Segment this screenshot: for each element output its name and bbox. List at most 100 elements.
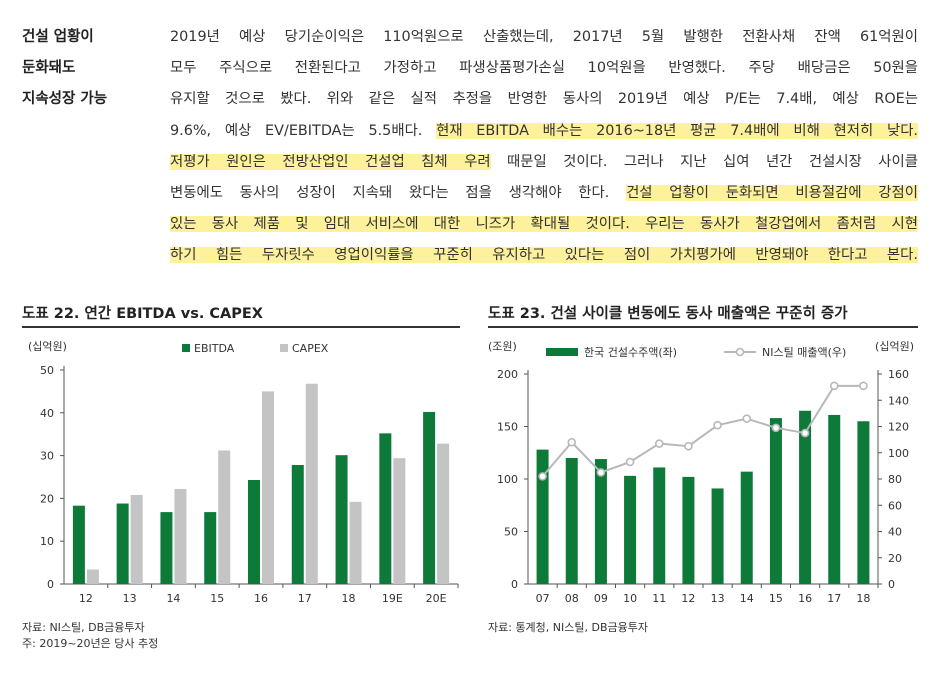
right-tick-label: 100 [888, 447, 909, 460]
sidebar-heading: 건설 업황이 둔화돼도 지속성장 가능 [22, 22, 162, 115]
sales-point [625, 457, 635, 467]
capex-bar [130, 494, 143, 584]
highlighted-text: 건설 업황이 둔화되면 비용절감에 강점이 [626, 184, 918, 201]
capex-bar [174, 488, 187, 584]
construction-orders-bar [536, 449, 549, 584]
right-tick-label: 60 [888, 499, 902, 512]
x-tick-label: 12 [681, 592, 695, 605]
right-tick-label: 120 [888, 421, 909, 434]
paragraph-line: 있는 동사 제품 및 임대 서비스에 대한 니즈가 확대될 것이다. 우리는 동… [170, 209, 918, 240]
source-line: 주: 2019~20년은 당사 추정 [22, 637, 159, 650]
construction-orders-bar [682, 476, 695, 584]
ebitda-bar [248, 479, 260, 584]
legend-label: NI스틸 매출액(우) [762, 346, 846, 359]
right-tick-label: 20 [888, 552, 902, 565]
right-tick-label: 160 [888, 368, 909, 381]
x-tick-label: 18 [856, 592, 870, 605]
sales-point [800, 428, 810, 438]
paragraph-line: 모두 주식으로 전환된다고 가정하고 파생상품평가손실 10억원을 반영했다. … [170, 53, 918, 84]
figure22-chart: (십억원) 0 10 20 30 40 50 12 13 14 15 16 17 18 19E 20E EBIT… [28, 340, 459, 605]
right-tick-label: 0 [888, 578, 895, 591]
paragraph-text: 2019년 예상 당기순이익은 110억원으로 산출했는데, 2017년 5월 … [170, 29, 918, 45]
legend-marker [735, 347, 745, 357]
sales-point [713, 420, 722, 430]
x-tick-label: 14 [740, 592, 754, 605]
left-tick-label: 50 [504, 526, 518, 539]
capex-bar [393, 458, 406, 584]
figure22-rule [22, 326, 460, 328]
paragraph-text: 9.6%, 예상 EV/EBITDA는 5.5배다. [170, 122, 437, 139]
highlighted-text: 있는 동사 제품 및 임대 서비스에 대한 니즈가 확대될 것이다. 우리는 동… [170, 216, 918, 233]
capex-bar [86, 569, 99, 584]
right-unit-label: (십억원) [875, 340, 914, 353]
ebitda-bar [291, 465, 304, 584]
sales-line [541, 384, 864, 478]
capex-bar [218, 450, 231, 584]
sales-point [654, 439, 664, 448]
capex-bar [349, 501, 362, 584]
y-tick-label: 20 [40, 492, 54, 505]
left-tick-label: 200 [497, 368, 518, 381]
figure22-source: 자료: NI스틸, DB금융투자 주: 2019~20년은 당사 추정 [22, 620, 158, 652]
legend-label: 한국 건설수주액(좌) [584, 346, 677, 359]
sales-point [567, 437, 577, 447]
ebitda-bar [160, 512, 173, 584]
source-line: 자료: 통계청, NI스틸, DB금융투자 [488, 621, 648, 634]
construction-orders-bar [653, 467, 666, 584]
y-tick-label: 0 [47, 578, 54, 591]
x-tick-label: 15 [769, 592, 783, 605]
sales-point [829, 381, 839, 391]
construction-orders-bar [711, 488, 724, 584]
legend-swatch [546, 348, 578, 356]
left-tick-label: 100 [497, 473, 518, 486]
x-tick-label: 20E [426, 592, 447, 605]
body-paragraph: 2019년 예상 당기순이익은 110억원으로 산출했는데, 2017년 5월 … [170, 22, 919, 272]
construction-orders-bar [857, 421, 870, 584]
ebitda-bar [116, 503, 129, 584]
x-tick-label: 12 [79, 592, 93, 605]
construction-orders-bar [769, 418, 782, 584]
x-tick-label: 16 [254, 592, 268, 605]
sales-point [684, 441, 693, 451]
sidebar-line: 건설 업황이 [22, 29, 94, 45]
capex-bar [262, 391, 274, 584]
x-tick-label: 13 [123, 592, 137, 605]
y-tick-label: 50 [40, 364, 54, 377]
legend-label: CAPEX [292, 342, 329, 355]
y-tick-label: 40 [40, 407, 54, 420]
legend-swatch [280, 344, 288, 352]
paragraph-text: 때문일 것이다. 그러나 지난 십여 년간 건설시장 사이클 [490, 153, 918, 170]
ebitda-bar [423, 411, 436, 584]
figure22-title: 도표 22. 연간 EBITDA vs. CAPEX [22, 306, 263, 322]
sales-point [538, 472, 547, 481]
x-tick-label: 17 [827, 592, 841, 605]
capex-bar [437, 443, 450, 584]
paragraph-line: 2019년 예상 당기순이익은 110억원으로 산출했는데, 2017년 5월 … [170, 22, 918, 53]
figure23-title: 도표 23. 건설 사이클 변동에도 동사 매출액은 꾸준히 증가 [488, 306, 848, 322]
x-tick-label: 17 [298, 592, 312, 605]
highlighted-text: 현재 EBITDA 배수는 2016~18년 평균 7.4배에 비해 현저히 낮… [436, 122, 919, 139]
figure23-chart: (조원) (십억원) 0 50 100 150 200 0 20 40 60 80 100 120 140 1… [488, 340, 914, 605]
ebitda-bar [335, 455, 348, 584]
x-tick-label: 08 [565, 592, 579, 605]
sales-point [859, 381, 868, 391]
paragraph-line: 유지할 것으로 봤다. 위와 같은 실적 추정을 반영한 동사의 2019년 예… [170, 84, 918, 115]
sidebar-line: 지속성장 가능 [22, 91, 108, 107]
construction-orders-bar [565, 458, 578, 584]
paragraph-text: 유지할 것으로 봤다. 위와 같은 실적 추정을 반영한 동사의 2019년 예… [170, 91, 918, 108]
construction-orders-bar [740, 471, 753, 584]
highlighted-text: 하기 힘든 두자릿수 영업이익률을 꾸준히 유지하고 있다는 점이 가치평가에 … [170, 247, 918, 264]
left-tick-label: 0 [511, 578, 518, 591]
ebitda-bar [379, 433, 392, 584]
ebitda-bar [204, 512, 217, 584]
x-tick-label: 19E [382, 592, 403, 605]
paragraph-line: 하기 힘든 두자릿수 영업이익률을 꾸준히 유지하고 있다는 점이 가치평가에 … [170, 240, 918, 271]
ebitda-bar [72, 505, 85, 584]
paragraph-text: 모두 주식으로 전환된다고 가정하고 파생상품평가손실 10억원을 반영했다. … [170, 60, 918, 77]
construction-orders-bar [799, 410, 812, 584]
y-tick-label: 30 [40, 450, 54, 463]
x-tick-label: 16 [798, 592, 812, 605]
construction-orders-bar [624, 475, 637, 584]
x-tick-label: 15 [210, 592, 224, 605]
left-tick-label: 150 [497, 421, 518, 434]
